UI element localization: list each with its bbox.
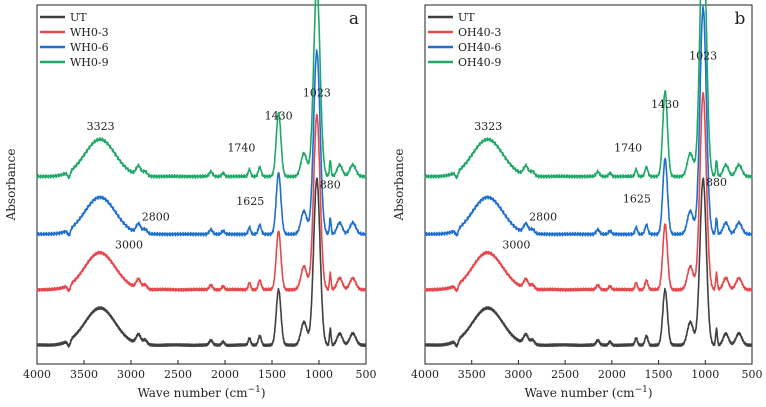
- x-axis-title-close: ): [648, 386, 653, 400]
- peak-annotation: 3323: [87, 120, 115, 133]
- series-line-oh40-9: [424, 0, 753, 180]
- x-axis-title-sup: −1: [635, 385, 648, 395]
- peak-annotation: 1430: [651, 98, 679, 111]
- series-line-wh0-6: [36, 49, 367, 237]
- plot-frame: [36, 4, 367, 365]
- peak-annotation: 880: [320, 178, 341, 191]
- x-tick-label: 3500: [458, 368, 486, 381]
- x-tick-label: 500: [742, 368, 763, 381]
- x-tick-label: 1000: [305, 368, 333, 381]
- panel-label: b: [735, 9, 746, 29]
- peak-annotation: 1625: [623, 192, 651, 205]
- peak-annotation: 2800: [142, 210, 170, 223]
- x-tick-label: 4000: [411, 368, 439, 381]
- chart-panel-a: 4000 3500 3000 2500 2000 1500 1000 500 Wave numb…: [4, 0, 377, 400]
- peak-annotation: 1023: [689, 50, 717, 63]
- legend-entry: WH0-3: [70, 26, 109, 39]
- y-axis-title: Absorbance: [392, 149, 406, 222]
- x-tick-label: 2000: [211, 368, 239, 381]
- chart-panel-b: 4000 3500 3000 2500 2000 1500 1000 500 Wave numb…: [392, 0, 763, 400]
- peak-annotation: 3323: [474, 120, 502, 133]
- x-axis-title-sup: −1: [248, 385, 261, 395]
- series-line-ut: [424, 177, 753, 348]
- peak-annotation: 2800: [529, 210, 557, 223]
- legend-entry: UT: [70, 11, 87, 24]
- peak-annotation: 1740: [227, 142, 255, 155]
- x-tick-label: 2500: [551, 368, 579, 381]
- x-tick-label: 4000: [23, 368, 51, 381]
- x-tick-label: 2000: [598, 368, 626, 381]
- panel-label: a: [349, 9, 359, 29]
- legend-entry: WH0-9: [70, 56, 109, 69]
- legend: UT WH0-3 WH0-6 WH0-9: [40, 11, 109, 69]
- peak-annotation: 3000: [502, 238, 530, 251]
- legend-entry: UT: [458, 11, 475, 24]
- series-line-oh40-6: [424, 5, 753, 237]
- x-axis-title: Wave number (cm−1): [524, 385, 652, 400]
- x-tick-label: 1000: [691, 368, 719, 381]
- series-group: [36, 0, 367, 348]
- series-line-wh0-3: [36, 113, 367, 293]
- peak-annotation: 1740: [614, 142, 642, 155]
- peak-annotation: 1023: [303, 86, 331, 99]
- y-axis-title: Absorbance: [4, 149, 18, 222]
- legend-entry: OH40-9: [458, 56, 501, 69]
- peak-annotation: 1625: [236, 195, 264, 208]
- x-tick-label: 500: [356, 368, 377, 381]
- legend-entry: OH40-6: [458, 41, 501, 54]
- x-axis-title-close: ): [261, 386, 266, 400]
- plot-frame: [424, 4, 753, 365]
- x-axis-title-main: Wave number (cm: [137, 386, 248, 400]
- legend-entry: OH40-3: [458, 26, 501, 39]
- x-tick-label: 1500: [258, 368, 286, 381]
- peak-annotation: 3000: [115, 238, 143, 251]
- x-tick-label: 3000: [504, 368, 532, 381]
- series-line-oh40-3: [424, 92, 753, 293]
- x-tick-label: 3500: [70, 368, 98, 381]
- x-tick-label: 3000: [117, 368, 145, 381]
- peak-annotation: 1430: [265, 110, 293, 123]
- legend: UT OH40-3 OH40-6 OH40-9: [428, 11, 501, 69]
- x-axis-title-main: Wave number (cm: [524, 386, 635, 400]
- series-line-ut: [36, 177, 367, 348]
- series-group: [424, 0, 753, 348]
- x-axis-title: Wave number (cm−1): [137, 385, 265, 400]
- series-line-wh0-9: [36, 0, 367, 180]
- x-tick-label: 1500: [645, 368, 673, 381]
- peak-annotation: 880: [706, 176, 727, 189]
- x-tick-label: 2500: [164, 368, 192, 381]
- legend-entry: WH0-6: [70, 41, 109, 54]
